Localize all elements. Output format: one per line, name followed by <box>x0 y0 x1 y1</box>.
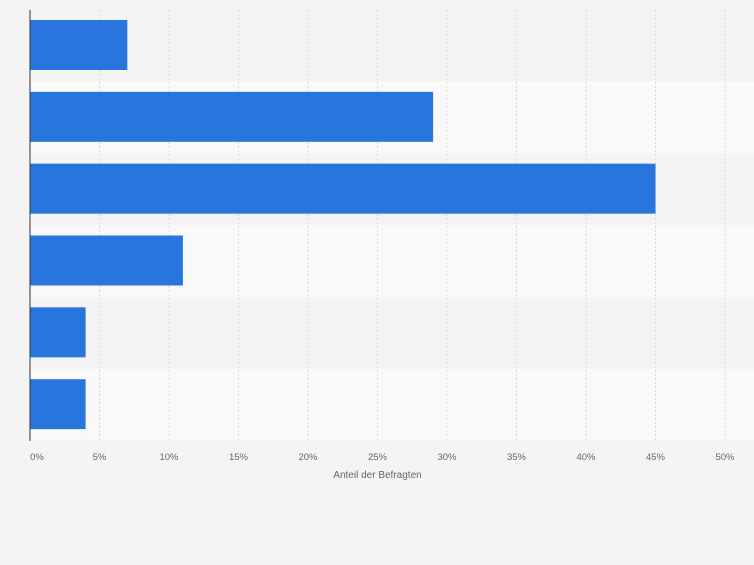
bar[interactable] <box>30 379 86 430</box>
row-band <box>30 10 754 82</box>
x-tick-label: 40% <box>576 452 596 463</box>
x-tick-label: 5% <box>93 452 107 463</box>
bar[interactable] <box>30 91 434 142</box>
x-tick-labels: 0% 5% 10% 15% 20% 25% 30% 35% 40% 45% 50% <box>30 452 735 463</box>
x-tick-label: 35% <box>507 452 527 463</box>
row-band <box>30 369 754 441</box>
x-tick-label: 0% <box>30 452 44 463</box>
bar[interactable] <box>30 307 86 358</box>
x-tick-label: 50% <box>715 452 735 463</box>
bar[interactable] <box>30 235 183 286</box>
x-tick-label: 45% <box>646 452 666 463</box>
row-band <box>30 297 754 370</box>
x-tick-label: 30% <box>437 452 457 463</box>
x-tick-label: 25% <box>368 452 388 463</box>
x-tick-label: 10% <box>159 452 179 463</box>
x-axis-label: Anteil der Befragten <box>333 470 421 481</box>
bar[interactable] <box>30 163 656 214</box>
bars <box>30 20 656 430</box>
x-tick-label: 15% <box>229 452 249 463</box>
x-tick-label: 20% <box>298 452 318 463</box>
bar[interactable] <box>30 20 128 70</box>
row-bands <box>30 10 754 441</box>
